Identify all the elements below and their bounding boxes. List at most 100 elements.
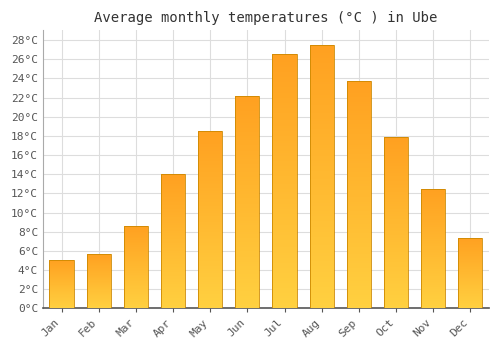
Bar (421, 306, 445, 307)
Bar (198, 293, 222, 294)
Bar (347, 93, 371, 95)
Bar (384, 257, 408, 259)
Bar (384, 137, 408, 308)
Bar (236, 142, 260, 145)
Bar (198, 296, 222, 298)
Bar (347, 193, 371, 195)
Bar (272, 120, 296, 123)
Bar (458, 255, 482, 256)
Bar (347, 276, 371, 279)
Bar (161, 236, 185, 237)
Bar (347, 174, 371, 177)
Bar (384, 298, 408, 300)
Bar (310, 295, 334, 298)
Bar (347, 97, 371, 99)
Bar (347, 125, 371, 127)
Bar (384, 182, 408, 183)
Bar (50, 266, 74, 267)
Bar (310, 279, 334, 282)
Bar (347, 267, 371, 270)
Bar (458, 257, 482, 258)
Bar (458, 293, 482, 294)
Bar (384, 248, 408, 250)
Bar (161, 228, 185, 229)
Bar (272, 184, 296, 187)
Bar (86, 303, 111, 304)
Bar (236, 302, 260, 304)
Bar (347, 227, 371, 229)
Bar (161, 200, 185, 201)
Bar (310, 105, 334, 108)
Bar (384, 291, 408, 293)
Bar (236, 121, 260, 123)
Bar (310, 177, 334, 179)
Bar (347, 195, 371, 197)
Bar (384, 142, 408, 144)
Bar (272, 103, 296, 105)
Bar (310, 45, 334, 48)
Bar (198, 257, 222, 259)
Bar (161, 232, 185, 233)
Bar (198, 234, 222, 236)
Bar (236, 202, 260, 204)
Bar (310, 74, 334, 76)
Bar (198, 250, 222, 252)
Bar (236, 217, 260, 219)
Bar (347, 220, 371, 222)
Bar (161, 304, 185, 306)
Bar (161, 267, 185, 268)
Bar (86, 275, 111, 276)
Bar (347, 113, 371, 116)
Bar (198, 131, 222, 308)
Bar (272, 237, 296, 240)
Bar (384, 296, 408, 298)
Bar (310, 95, 334, 98)
Bar (161, 201, 185, 202)
Bar (124, 267, 148, 268)
Bar (310, 224, 334, 227)
Bar (272, 265, 296, 268)
Bar (458, 301, 482, 302)
Bar (458, 297, 482, 298)
Bar (236, 294, 260, 296)
Bar (347, 240, 371, 243)
Bar (421, 283, 445, 285)
Bar (421, 281, 445, 282)
Bar (124, 281, 148, 282)
Bar (421, 244, 445, 245)
Bar (198, 289, 222, 291)
Bar (272, 60, 296, 62)
Bar (272, 260, 296, 263)
Bar (161, 190, 185, 192)
Bar (86, 277, 111, 278)
Bar (421, 289, 445, 290)
Bar (384, 219, 408, 221)
Bar (198, 186, 222, 188)
Bar (384, 205, 408, 207)
Bar (198, 158, 222, 160)
Bar (458, 241, 482, 242)
Bar (86, 268, 111, 269)
Bar (236, 168, 260, 170)
Bar (384, 255, 408, 257)
Bar (384, 252, 408, 253)
Bar (421, 228, 445, 229)
Bar (272, 80, 296, 82)
Bar (236, 300, 260, 302)
Bar (272, 108, 296, 110)
Bar (272, 161, 296, 164)
Bar (421, 252, 445, 253)
Bar (310, 58, 334, 61)
Bar (86, 307, 111, 308)
Bar (236, 228, 260, 230)
Bar (310, 293, 334, 295)
Bar (161, 266, 185, 267)
Bar (272, 245, 296, 247)
Bar (236, 187, 260, 189)
Bar (236, 132, 260, 134)
Bar (272, 159, 296, 161)
Bar (161, 255, 185, 256)
Bar (198, 167, 222, 168)
Bar (310, 140, 334, 142)
Bar (310, 61, 334, 63)
